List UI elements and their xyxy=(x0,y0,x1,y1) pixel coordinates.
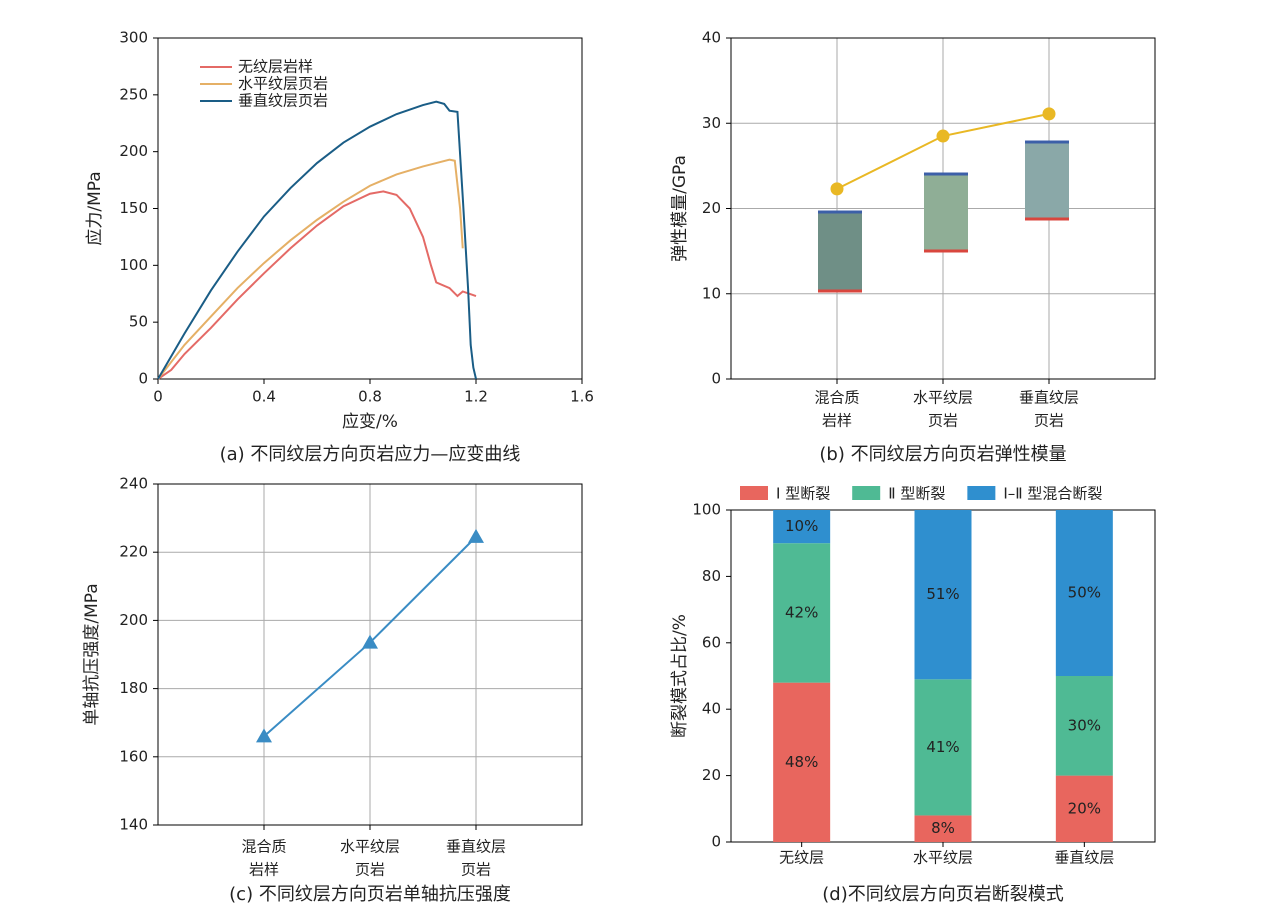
y-tick-label: 40 xyxy=(702,700,721,718)
marker xyxy=(1042,107,1056,121)
y-tick-label: 20 xyxy=(702,199,721,217)
plot-frame xyxy=(730,37,1156,380)
y-tick-label: 0 xyxy=(711,370,721,388)
x-tick-label: 水平纹层 xyxy=(913,849,973,867)
bar-segment xyxy=(1055,775,1113,842)
plot-frame xyxy=(157,37,583,380)
y-tick-label: 10 xyxy=(702,284,721,302)
specimen xyxy=(924,174,968,251)
value-label: 8% xyxy=(931,819,955,837)
y-tick-label: 100 xyxy=(119,256,148,274)
y-tick-label: 180 xyxy=(119,679,148,697)
x-tick-label: 0 xyxy=(153,388,163,406)
y-tick-label: 220 xyxy=(119,543,148,561)
x-tick-label: 岩样 xyxy=(249,861,279,879)
y-tick-label: 20 xyxy=(702,766,721,784)
legend-label: Ⅱ 型断裂 xyxy=(888,485,945,503)
x-tick-label: 混合质 xyxy=(814,389,859,407)
y-tick-label: 0 xyxy=(711,833,721,851)
y-tick-label: 250 xyxy=(119,85,148,103)
legend-swatch xyxy=(740,486,768,500)
x-tick-label: 页岩 xyxy=(928,412,958,430)
bar-segment xyxy=(914,510,972,680)
value-label: 48% xyxy=(785,753,818,771)
value-label: 20% xyxy=(1068,799,1101,817)
x-tick-label: 垂直纹层 xyxy=(1019,389,1079,407)
marker xyxy=(468,528,484,543)
legend-swatch xyxy=(852,486,881,500)
legend-label: 无纹层岩样 xyxy=(238,58,313,76)
plot-frame xyxy=(157,483,583,826)
x-tick-label: 垂直纹层 xyxy=(446,838,506,856)
x-tick-label: 0.8 xyxy=(358,388,382,406)
specimen xyxy=(818,212,862,291)
bar-segment xyxy=(773,543,831,683)
value-label: 30% xyxy=(1068,716,1101,734)
value-label: 50% xyxy=(1068,584,1101,602)
y-tick-label: 40 xyxy=(702,29,721,47)
grid-layer xyxy=(158,37,1155,826)
bar-segment xyxy=(1055,510,1113,676)
value-label: 51% xyxy=(926,585,959,603)
bar-segment xyxy=(1055,676,1113,776)
caption: (b) 不同纹层方向页岩弹性模量 xyxy=(819,444,1066,465)
line xyxy=(157,100,477,380)
marker xyxy=(936,129,950,143)
y-tick-label: 160 xyxy=(119,747,148,765)
x-tick-label: 1.2 xyxy=(464,388,488,406)
x-tick-label: 页岩 xyxy=(355,861,385,879)
specimen xyxy=(1025,142,1069,219)
y-tick-label: 30 xyxy=(702,114,721,132)
y-tick-label: 140 xyxy=(119,816,148,834)
marker xyxy=(256,728,272,743)
y-axis-label: 断裂模式占比/% xyxy=(670,614,690,738)
bar-segment xyxy=(773,682,831,842)
y-tick-label: 200 xyxy=(119,611,148,629)
y-tick-label: 50 xyxy=(129,313,148,331)
y-tick-label: 0 xyxy=(138,370,148,388)
y-tick-label: 200 xyxy=(119,142,148,160)
x-tick-label: 岩样 xyxy=(822,412,852,430)
y-tick-label: 100 xyxy=(692,501,721,519)
caption: (c) 不同纹层方向页岩单轴抗压强度 xyxy=(229,884,511,905)
x-tick-label: 混合质 xyxy=(241,838,286,856)
x-tick-label: 水平纹层 xyxy=(913,389,973,407)
x-axis-label: 应变/% xyxy=(342,412,398,432)
y-axis-label: 弹性模量/GPa xyxy=(670,155,690,262)
x-tick-label: 页岩 xyxy=(1034,412,1064,430)
x-tick-label: 垂直纹层 xyxy=(1054,849,1114,867)
y-axis-label: 单轴抗压强度/MPa xyxy=(82,583,102,725)
value-label: 41% xyxy=(926,738,959,756)
legend-label: 水平纹层页岩 xyxy=(238,75,328,93)
y-axis-label: 应力/MPa xyxy=(85,171,105,245)
legend-swatch xyxy=(967,486,996,500)
legend-label: Ⅰ–Ⅱ 型混合断裂 xyxy=(1003,485,1102,503)
legend-label: 垂直纹层页岩 xyxy=(238,92,328,110)
caption: (a) 不同纹层方向页岩应力—应变曲线 xyxy=(220,444,521,465)
y-tick-label: 300 xyxy=(119,29,148,47)
y-tick-label: 240 xyxy=(119,475,148,493)
x-tick-label: 页岩 xyxy=(461,861,491,879)
bar-segment xyxy=(914,815,972,842)
value-label: 10% xyxy=(785,517,818,535)
marker xyxy=(362,634,378,649)
y-tick-label: 150 xyxy=(119,199,148,217)
x-tick-label: 1.6 xyxy=(570,388,594,406)
value-label: 42% xyxy=(785,603,818,621)
caption: (d)不同纹层方向页岩断裂模式 xyxy=(822,884,1063,905)
line xyxy=(157,190,477,380)
bar-segment xyxy=(773,510,831,544)
specimens xyxy=(818,140,1069,293)
y-tick-label: 80 xyxy=(702,567,721,585)
x-tick-label: 0.4 xyxy=(252,388,276,406)
marker xyxy=(830,182,844,196)
bar-segment xyxy=(914,679,972,816)
legend-label: Ⅰ 型断裂 xyxy=(776,485,830,503)
y-tick-label: 60 xyxy=(702,633,721,651)
x-tick-label: 无纹层 xyxy=(779,849,824,867)
line xyxy=(157,158,464,380)
x-tick-label: 水平纹层 xyxy=(340,838,400,856)
